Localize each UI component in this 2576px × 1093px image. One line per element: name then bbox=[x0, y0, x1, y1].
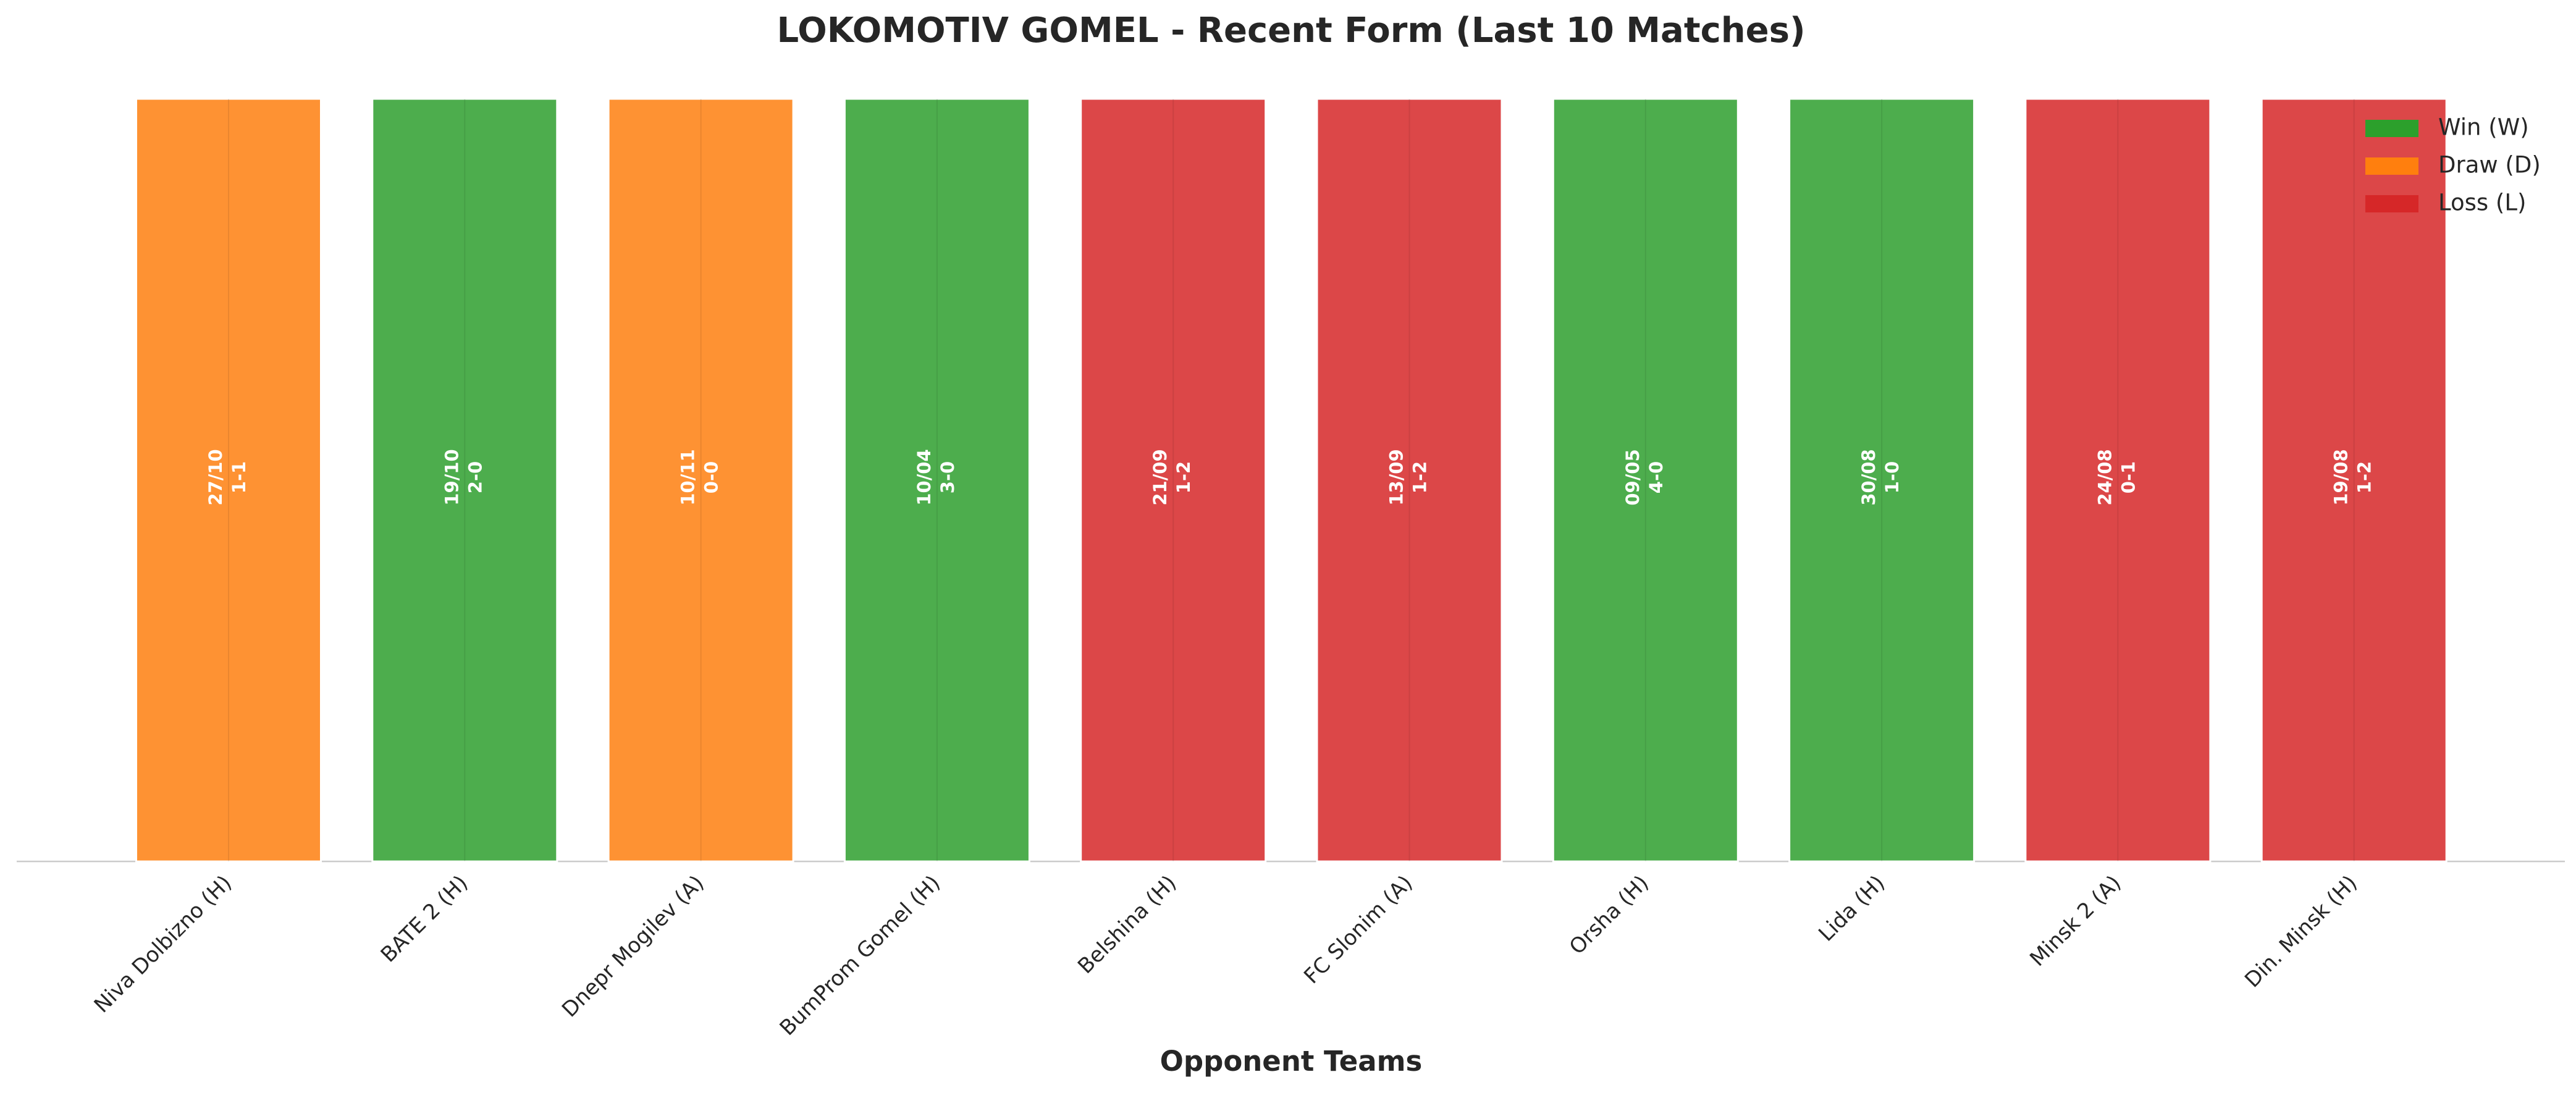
bar-date-label: 24/08 bbox=[2094, 449, 2115, 505]
bar-date-label: 09/05 bbox=[1622, 449, 1643, 505]
x-tick-label: Niva Dolbizno (H) bbox=[90, 871, 237, 1018]
bar bbox=[371, 98, 558, 863]
bar-date-label: 13/09 bbox=[1386, 449, 1407, 505]
bar-date-label: 21/09 bbox=[1150, 449, 1171, 505]
x-tick-label: Belshina (H) bbox=[1073, 871, 1181, 979]
bar-date-label: 27/10 bbox=[205, 449, 226, 505]
bar bbox=[135, 98, 322, 863]
bar-score-label: 2-0 bbox=[465, 461, 486, 493]
bar-date-label: 30/08 bbox=[1858, 449, 1879, 505]
bar bbox=[2024, 98, 2212, 863]
x-tick-label: Dnepr Mogilev (A) bbox=[557, 871, 709, 1023]
bar-score-label: 4-0 bbox=[1646, 461, 1667, 493]
x-tick-label: Orsha (H) bbox=[1565, 871, 1654, 960]
bar-score-label: 1-0 bbox=[1882, 461, 1903, 493]
legend-label: Draw (D) bbox=[2438, 152, 2541, 178]
bar bbox=[843, 98, 1030, 863]
bar-date-label: 10/04 bbox=[914, 449, 935, 505]
legend-label: Loss (L) bbox=[2438, 190, 2526, 216]
x-tick-label: Din. Minsk (H) bbox=[2240, 871, 2362, 993]
legend-swatch bbox=[2365, 195, 2418, 212]
x-tick-label: Lida (H) bbox=[1814, 871, 1890, 947]
legend-swatch bbox=[2365, 120, 2418, 137]
bar-score-label: 0-1 bbox=[2118, 461, 2139, 493]
bar-date-label: 19/08 bbox=[2331, 449, 2352, 505]
bar-score-label: 1-1 bbox=[229, 461, 250, 493]
bar bbox=[607, 98, 794, 863]
x-tick-label: Minsk 2 (A) bbox=[2025, 871, 2126, 971]
bar-date-label: 10/11 bbox=[678, 449, 699, 505]
bar-score-label: 3-0 bbox=[937, 461, 958, 493]
x-tick-label: BumProm Gomel (H) bbox=[775, 871, 945, 1041]
bar-score-label: 1-2 bbox=[1410, 461, 1431, 493]
bar bbox=[1080, 98, 1267, 863]
bar-score-label: 1-2 bbox=[2354, 461, 2375, 493]
bar-score-label: 1-2 bbox=[1173, 461, 1194, 493]
legend-swatch bbox=[2365, 157, 2418, 175]
bar bbox=[1788, 98, 1976, 863]
legend-label: Win (W) bbox=[2438, 114, 2529, 141]
x-tick-label: BATE 2 (H) bbox=[376, 871, 473, 968]
x-axis-label: Opponent Teams bbox=[1160, 1045, 1423, 1078]
chart-title: LOKOMOTIV GOMEL - Recent Form (Last 10 M… bbox=[777, 10, 1805, 51]
bar bbox=[2260, 98, 2448, 863]
bar-date-label: 19/10 bbox=[441, 449, 462, 505]
x-tick-label: FC Slonim (A) bbox=[1299, 871, 1417, 989]
bar-score-label: 0-0 bbox=[701, 461, 722, 493]
bar bbox=[1316, 98, 1503, 863]
bar bbox=[1552, 98, 1739, 863]
